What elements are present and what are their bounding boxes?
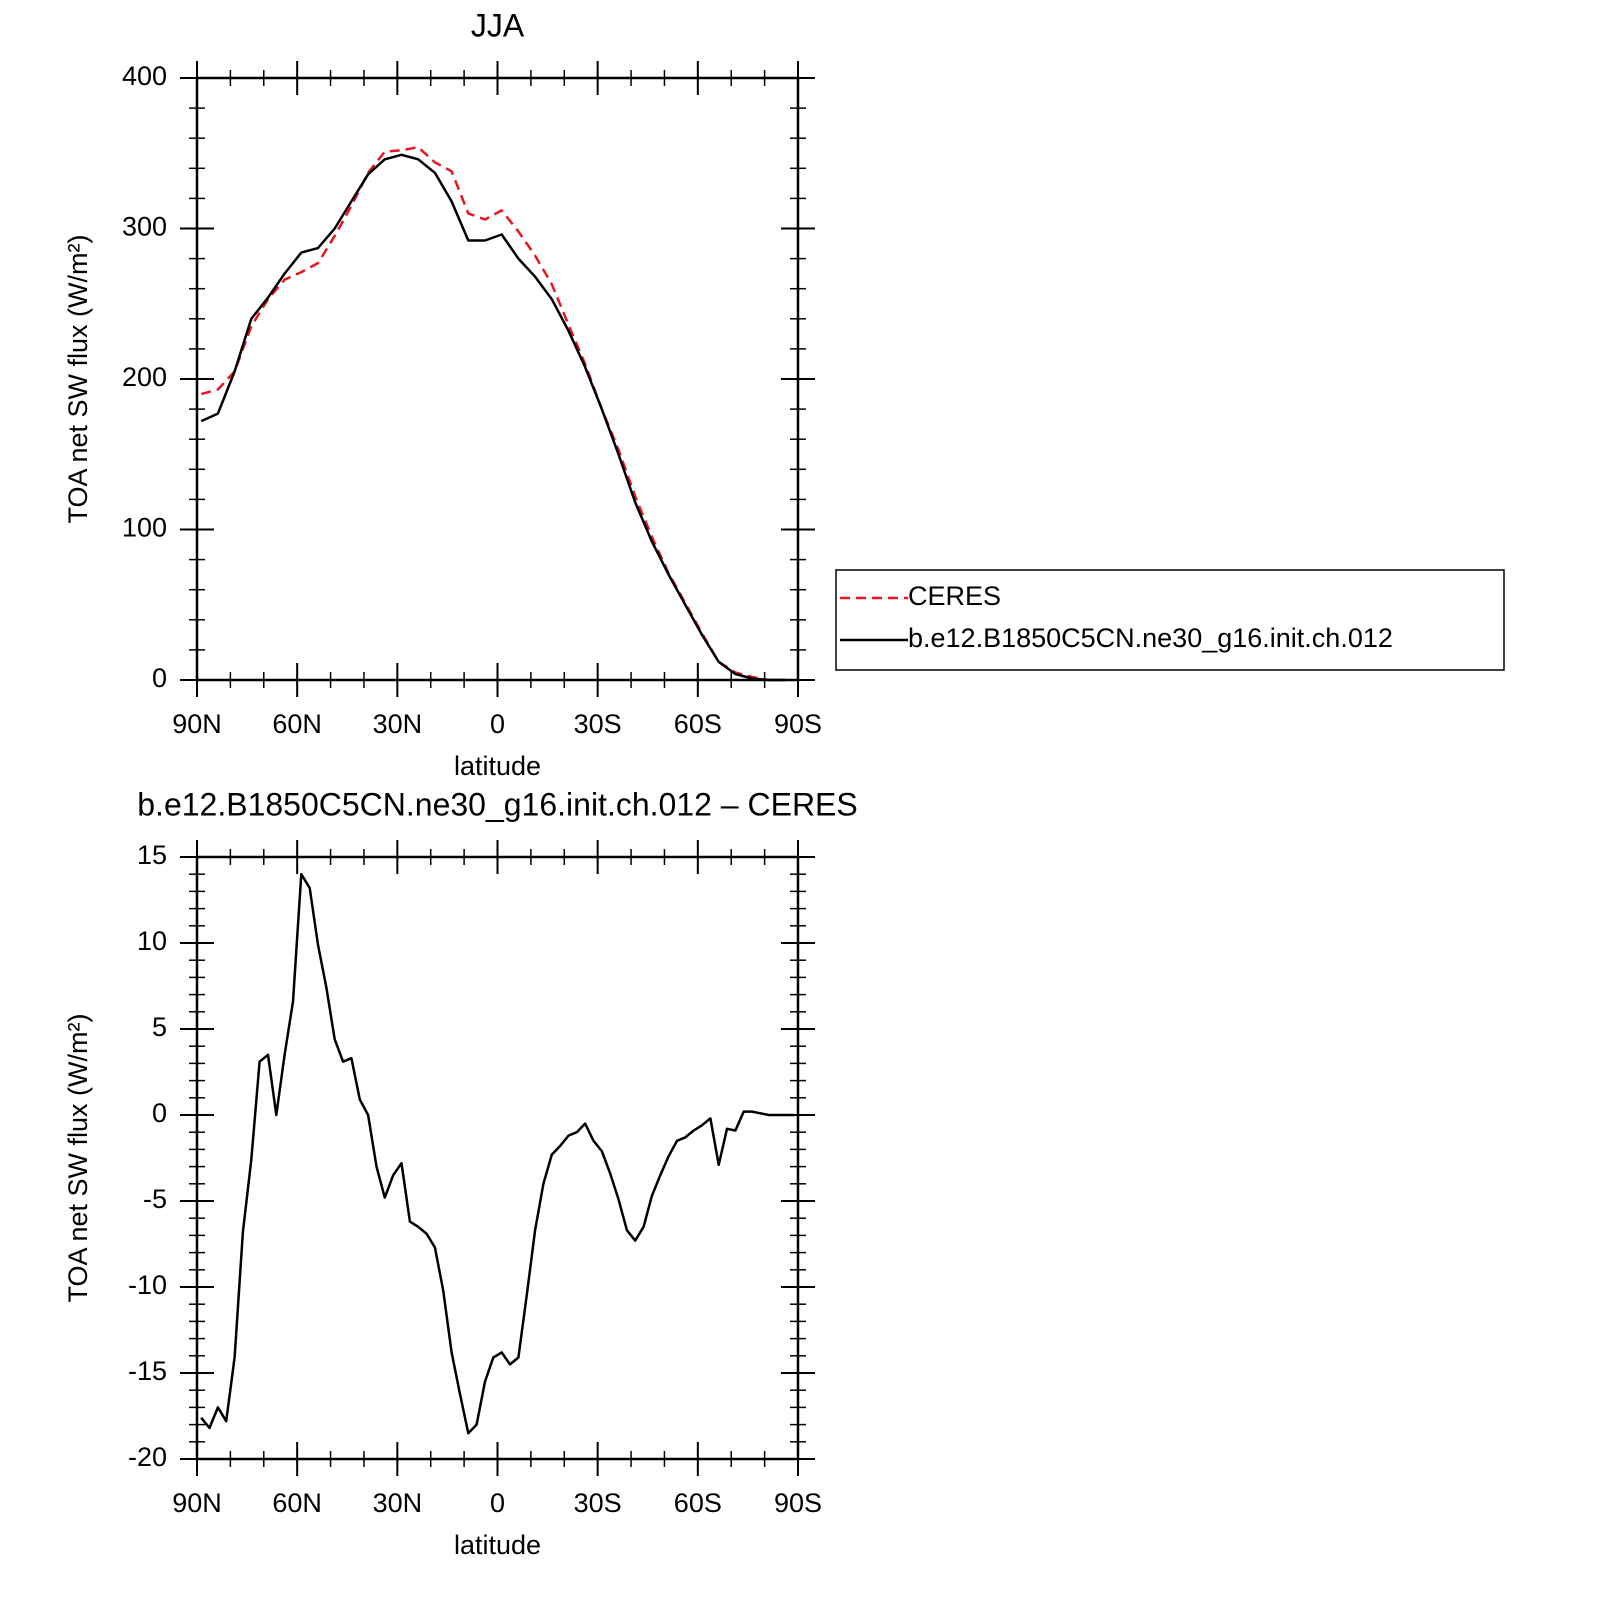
- y-tick-label: 100: [122, 513, 167, 543]
- chart-title: JJA: [471, 7, 525, 43]
- y-tick-label: 300: [122, 212, 167, 242]
- data-line: [200, 145, 786, 682]
- y-tick-label: 10: [137, 926, 167, 956]
- x-tick-label: 60N: [272, 709, 322, 739]
- x-tick-label: 0: [490, 1488, 505, 1518]
- plot-frame: [195, 76, 800, 682]
- y-tick-label: 15: [137, 840, 167, 870]
- x-tick-label: 90S: [774, 709, 822, 739]
- y-tick-label: -5: [143, 1184, 167, 1214]
- y-tick-label: 200: [122, 362, 167, 392]
- x-tick-label: 0: [490, 709, 505, 739]
- x-axis-label: latitude: [454, 1530, 541, 1560]
- data-line: [200, 153, 786, 682]
- y-tick-label: -15: [128, 1356, 167, 1386]
- x-tick-label: 30S: [574, 1488, 622, 1518]
- plot-frame: [195, 855, 800, 1461]
- y-tick-label: 400: [122, 61, 167, 91]
- legend-label: b.e12.B1850C5CN.ne30_g16.init.ch.012: [908, 623, 1393, 653]
- y-axis-label: TOA net SW flux (W/m²): [63, 234, 93, 523]
- chart-title: b.e12.B1850C5CN.ne30_g16.init.ch.012 – C…: [137, 786, 857, 822]
- x-tick-label: 90N: [172, 1488, 222, 1518]
- x-tick-label: 60N: [272, 1488, 322, 1518]
- y-tick-label: -10: [128, 1270, 167, 1300]
- x-tick-label: 60S: [674, 1488, 722, 1518]
- legend-box: [835, 569, 1505, 671]
- x-tick-label: 90S: [774, 1488, 822, 1518]
- x-axis-label: latitude: [454, 751, 541, 781]
- y-tick-label: -20: [128, 1442, 167, 1472]
- data-line: [200, 872, 794, 1435]
- x-tick-label: 30S: [574, 709, 622, 739]
- y-tick-label: 0: [152, 663, 167, 693]
- x-tick-label: 30N: [373, 709, 423, 739]
- x-tick-label: 30N: [373, 1488, 423, 1518]
- x-tick-label: 60S: [674, 709, 722, 739]
- y-axis-label: TOA net SW flux (W/m²): [63, 1013, 93, 1302]
- y-tick-label: 5: [152, 1012, 167, 1042]
- legend-label: CERES: [908, 581, 1001, 611]
- y-tick-label: 0: [152, 1098, 167, 1128]
- x-tick-label: 90N: [172, 709, 222, 739]
